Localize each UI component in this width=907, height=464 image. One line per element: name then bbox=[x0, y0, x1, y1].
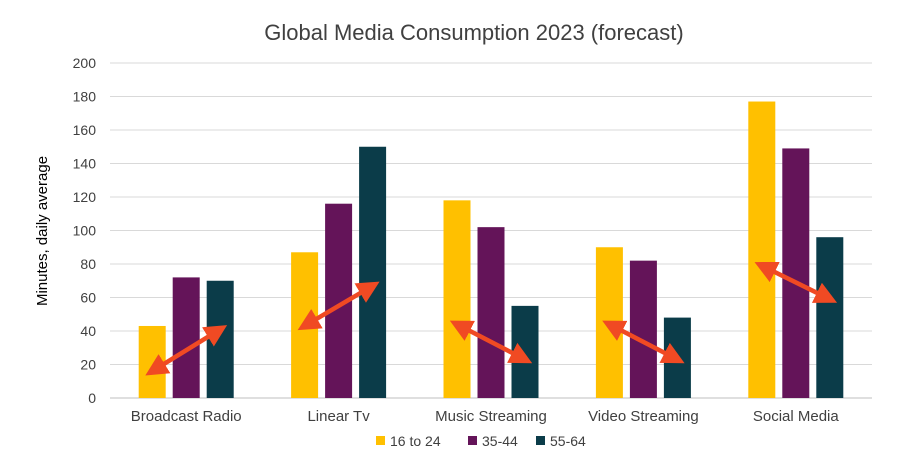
legend-label: 55-64 bbox=[550, 433, 586, 449]
x-tick-label: Video Streaming bbox=[588, 408, 699, 425]
y-tick-label: 200 bbox=[73, 55, 97, 71]
y-tick-label: 120 bbox=[73, 189, 97, 205]
y-tick-label: 20 bbox=[80, 357, 96, 373]
annotation-arrows bbox=[145, 261, 838, 376]
y-tick-label: 160 bbox=[73, 122, 97, 138]
bars bbox=[138, 101, 844, 399]
x-tick-label: Social Media bbox=[753, 408, 840, 425]
y-tick-label: 40 bbox=[80, 323, 96, 339]
bar bbox=[138, 325, 166, 398]
legend-swatch bbox=[376, 436, 385, 445]
bar bbox=[629, 260, 657, 398]
bar bbox=[782, 148, 810, 398]
legend-swatch bbox=[468, 436, 477, 445]
annotation-arrow bbox=[602, 320, 685, 364]
x-axis: Broadcast Radio Linear Tv Music Streaming V… bbox=[131, 408, 840, 425]
bar bbox=[477, 227, 505, 398]
annotation-arrow bbox=[754, 261, 838, 303]
x-tick-label: Broadcast Radio bbox=[131, 408, 242, 425]
bar bbox=[816, 237, 844, 398]
bar bbox=[206, 280, 234, 398]
y-tick-label: 80 bbox=[80, 256, 96, 272]
x-tick-label: Linear Tv bbox=[307, 408, 370, 425]
legend: 16 to 24 35-44 55-64 bbox=[376, 433, 586, 449]
bar bbox=[595, 247, 623, 398]
bar bbox=[748, 101, 776, 399]
annotation-arrow bbox=[297, 281, 380, 331]
annotation-arrow bbox=[449, 320, 533, 364]
legend-label: 35-44 bbox=[482, 433, 518, 449]
y-axis-label: Minutes, daily average bbox=[34, 156, 51, 306]
y-tick-label: 140 bbox=[73, 156, 97, 172]
y-tick-label: 0 bbox=[88, 390, 96, 406]
y-tick-label: 180 bbox=[73, 89, 97, 105]
bar bbox=[511, 305, 539, 398]
legend-label: 16 to 24 bbox=[390, 433, 441, 449]
chart-title: Global Media Consumption 2023 (forecast) bbox=[264, 20, 683, 45]
y-tick-label: 60 bbox=[80, 290, 96, 306]
x-tick-label: Music Streaming bbox=[435, 408, 547, 425]
y-tick-label: 100 bbox=[73, 223, 97, 239]
legend-swatch bbox=[536, 436, 545, 445]
bar bbox=[359, 146, 387, 398]
bar bbox=[443, 200, 471, 398]
y-axis-ticks: 0 20 40 60 80 100 120 140 160 180 200 bbox=[73, 55, 97, 406]
annotation-arrow bbox=[145, 325, 228, 376]
bar bbox=[172, 277, 200, 398]
